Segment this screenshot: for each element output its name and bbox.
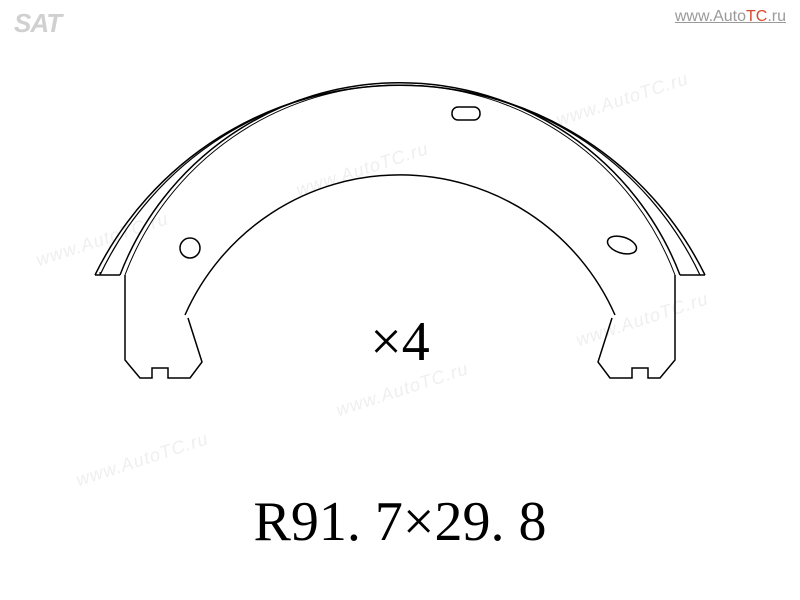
brake-shoe-svg	[40, 40, 760, 460]
watermark-logo: SAT	[14, 8, 61, 39]
brake-shoe-diagram	[40, 40, 760, 460]
watermark-url: www.AutoTC.ru	[675, 8, 786, 26]
quantity-label: ×4	[370, 310, 430, 374]
watermark-url-tc: TC	[746, 8, 767, 25]
dimensions-label: R91. 7×29. 8	[254, 490, 547, 554]
watermark-url-suffix: .ru	[767, 8, 786, 25]
watermark-url-prefix: www.Auto	[675, 8, 746, 25]
